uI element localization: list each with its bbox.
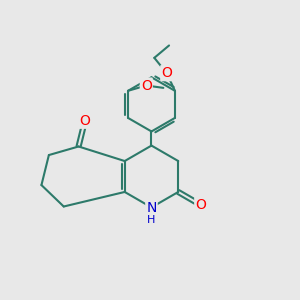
Text: N: N [146,201,157,215]
Text: O: O [80,114,90,128]
Text: O: O [195,198,206,212]
Text: O: O [161,66,172,80]
Text: O: O [141,79,152,92]
Text: H: H [147,215,156,225]
